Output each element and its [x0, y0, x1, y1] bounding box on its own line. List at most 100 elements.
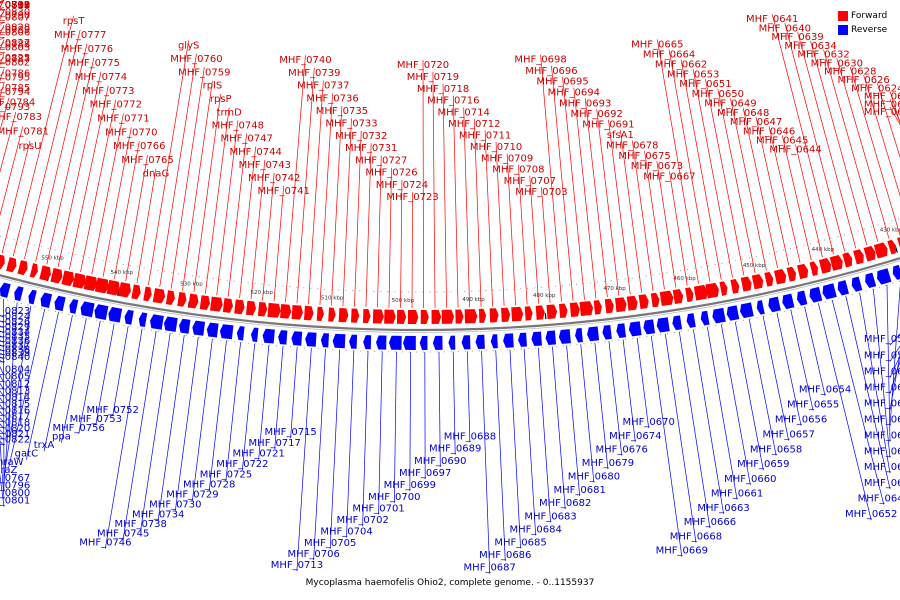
gene-arrow-MHF_0648 [773, 268, 787, 285]
gene-arrow-MHF_0652 [809, 286, 823, 303]
gene-label: MHF_0759 [178, 67, 230, 78]
gene-label: MHF_0724 [376, 180, 428, 191]
gene-arrow-MHF_0759 [165, 290, 175, 305]
gene-arrow-MHF_0740 [279, 304, 292, 319]
gene-label: MHF_0692 [571, 109, 623, 120]
gene-arrow-MHF_0667 [685, 287, 694, 302]
gene-arrow-MHF_0637 [865, 272, 877, 289]
gene-label: MHF_0727 [355, 155, 407, 166]
gene-label: MHF_0648 [717, 108, 769, 119]
gene-label: MHF_0831 [0, 0, 30, 11]
gene-label: MHF_0718 [417, 84, 469, 95]
leader-MHF_0772 [80, 99, 117, 273]
gene-label: MHF_0712 [448, 119, 500, 130]
gene-arrow-MHF_0632 [873, 242, 888, 259]
gene-arrow-MHF_0649 [764, 271, 774, 287]
leader-MHF_0735 [331, 105, 343, 306]
leader-MHF_0673 [656, 161, 677, 288]
leader-MHF_0771 [91, 113, 124, 275]
gene-label: MHF_0753 [70, 414, 122, 425]
gene-label: MHF_0784 [0, 98, 35, 109]
gene-arrow-MHF_0695 [579, 301, 594, 317]
leader-MHF_0675 [644, 150, 665, 290]
gene-arrow-MHF_0731 [362, 309, 371, 324]
leader-MHF_0774 [57, 71, 102, 268]
leader-dnaG [136, 168, 157, 284]
gene-arrow-MHF_0705 [332, 333, 346, 349]
gene-labels: MHF_0594 MHF_0597 MHF_0603 MHF_0614 MHF_0617… [0, 0, 900, 574]
leader-MHF_0687 [481, 350, 491, 574]
gene-label: MHF_0738 [115, 519, 167, 530]
leader-MHF_0642 [845, 296, 891, 490]
gene-label: MHF_0702 [336, 515, 388, 526]
backbone-arc [0, 256, 900, 332]
gene-label: MHF_0821 [0, 429, 30, 440]
gene-label: MHF_0660 [724, 474, 776, 485]
leader-MHF_0746 [105, 328, 143, 549]
gene-arrow-trmD [199, 295, 211, 311]
gene-label: MHF_0667 [643, 171, 695, 182]
leader-MHF_0773 [68, 85, 109, 270]
gene-label: MHF_0771 [97, 114, 149, 125]
gene-label: MHF_0597 [864, 350, 900, 361]
gene-arrow-MHF_0685 [503, 333, 514, 348]
leader-MHF_0696 [551, 65, 574, 301]
gene-label: MHF_0630 [811, 58, 863, 69]
gene-label: MHF_0783 [0, 112, 42, 123]
gene-arrow-MHF_0730 [192, 320, 206, 336]
gene-arrow-MHF_0679 [587, 326, 600, 342]
leader-MHF_0710 [495, 142, 505, 306]
gene-label: MHF_0839 [0, 348, 30, 359]
gene-arrow-MHF_0674 [616, 323, 627, 338]
leader-MHF_0661 [706, 326, 738, 500]
gene-label: MHF_0741 [258, 186, 310, 197]
gene-arrow-MHF_0673 [672, 289, 684, 304]
gene-arrow-MHF_0765 [118, 282, 131, 298]
gene-label: MHF_0696 [525, 66, 577, 77]
leader-MHF_0736 [319, 93, 333, 305]
gene-arrow-mraZ [28, 289, 37, 305]
gene-label: MHF_0786 [0, 69, 30, 80]
tick-label: 440 kbp [812, 247, 835, 253]
leader-MHF_0692 [596, 109, 620, 296]
leader-MHF_0715 [290, 347, 298, 439]
leader-MHF_0644 [795, 144, 823, 258]
gene-label: MHF_0639 [771, 32, 823, 43]
leader-ppa [61, 318, 87, 443]
gene-arrow-MHF_0737 [303, 305, 314, 321]
leader-MHF_0703 [541, 187, 551, 303]
legend: Forward Reverse [838, 9, 887, 37]
gene-label: MHF_0632 [797, 50, 849, 61]
gene-arrow-MHF_0686 [490, 334, 498, 349]
leader-MHF_0741 [273, 185, 285, 302]
leader-MHF_0775 [46, 57, 95, 265]
gene-label: MHF_0711 [459, 131, 511, 142]
tick-label: 430 kbp [880, 228, 900, 234]
leader-MHF_0666 [678, 331, 711, 529]
gene-label: MHF_0720 [397, 60, 449, 71]
gene-label: MHF_0813 [0, 386, 30, 397]
gene-label: MHF_0618 [864, 107, 900, 118]
gene-label: MHF_0722 [216, 459, 268, 470]
leader-MHF_0650 [717, 88, 756, 273]
gene-label: MHF_0824 [0, 312, 30, 323]
gene-label: MHF_0721 [232, 449, 284, 460]
leader-MHF_0765 [125, 154, 148, 282]
gene-label: MHF_0748 [212, 121, 264, 132]
gene-label: MHF_0661 [711, 488, 763, 499]
gene-label: MHF_0655 [787, 400, 839, 411]
leader-MHF_0630 [836, 58, 890, 239]
gene-arrow-MHF_0630 [887, 239, 897, 255]
leader-MHF_0669 [650, 335, 683, 557]
gene-label: dnaG [143, 169, 170, 180]
leader-MHF_0638 [859, 292, 891, 474]
gene-label: MHF_0830 [0, 7, 30, 18]
gene-arrow-MHF_0766 [106, 279, 120, 296]
gene-arrow-MHF_0687 [475, 334, 485, 349]
leader-MHF_0734 [157, 335, 185, 521]
gene-label: MHF_0699 [384, 480, 436, 491]
leader-MHF_0776 [35, 43, 88, 262]
leader-MHF_0640 [784, 23, 846, 252]
leader-MHF_0767 [3, 302, 18, 484]
leader-MHF_0698 [540, 54, 562, 302]
